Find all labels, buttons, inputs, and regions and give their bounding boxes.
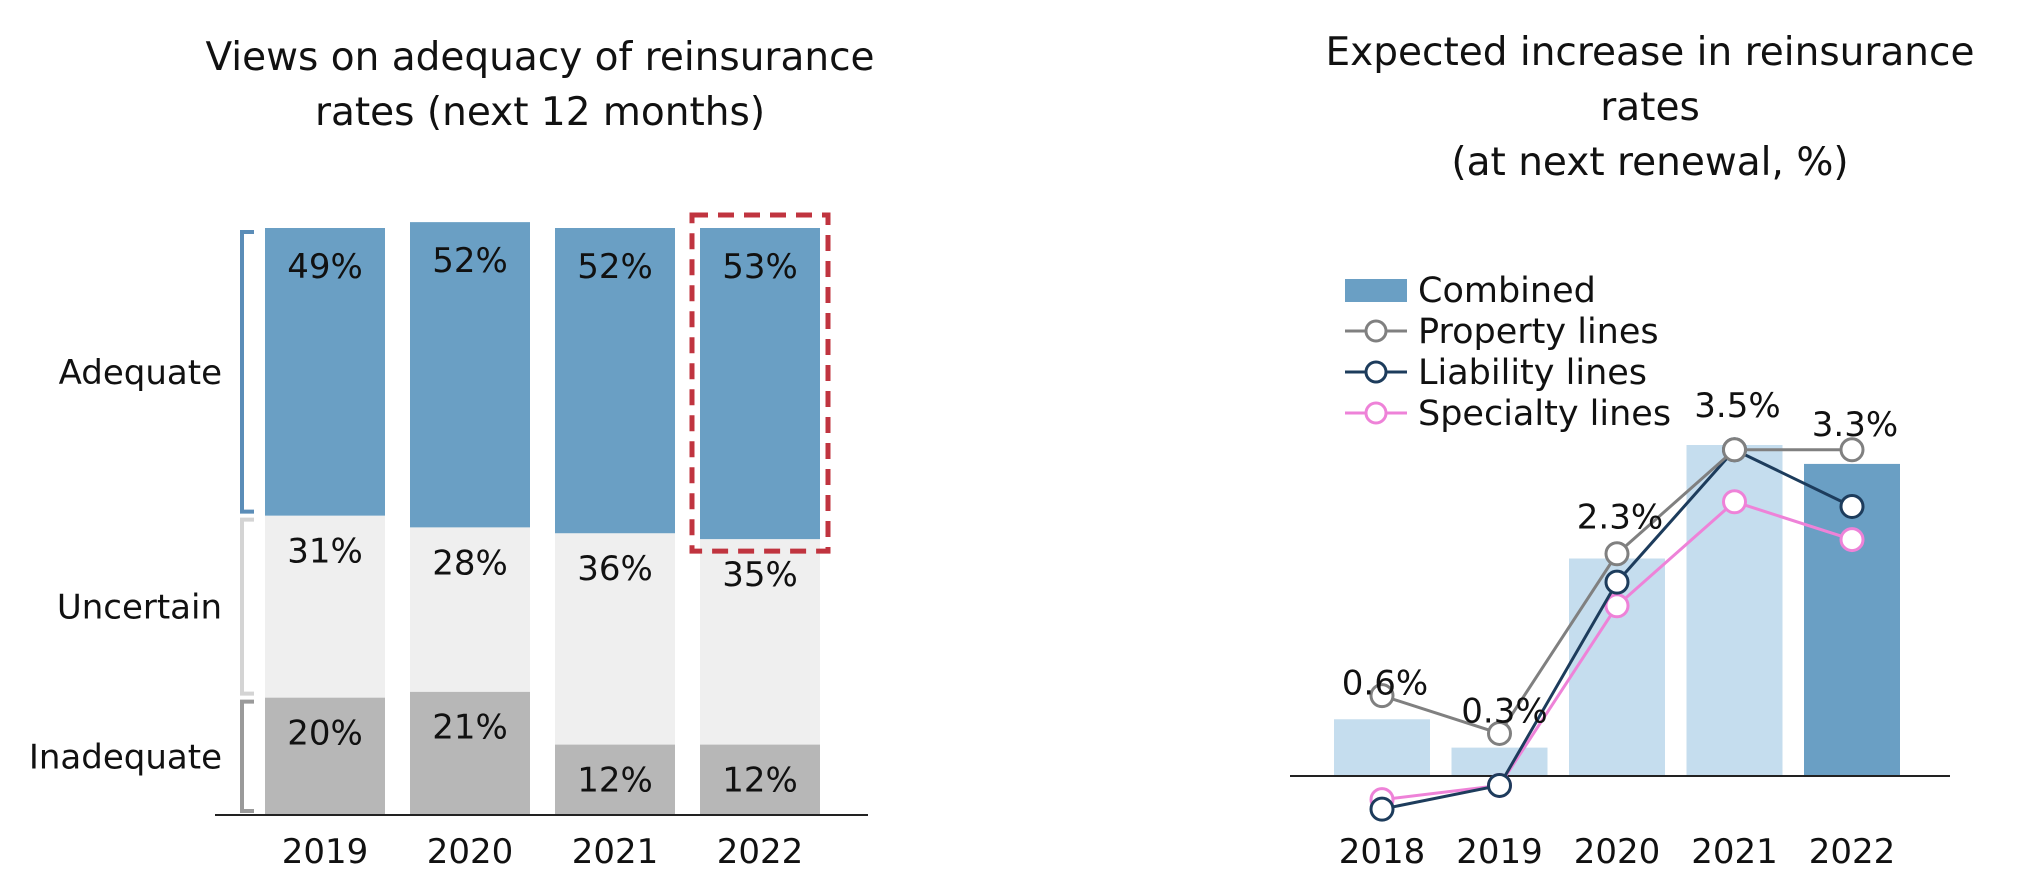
point-property-lines-2019	[1487, 720, 1512, 746]
category-label-adequate: Adequate	[59, 353, 222, 393]
category-label-inadequate: Inadequate	[29, 737, 222, 777]
x-tick-label-2021: 2021	[572, 832, 659, 870]
data-label-combined-2022: 3.3%	[1812, 405, 1898, 445]
x-tick-label-2022: 2022	[1809, 832, 1896, 870]
left-chart-title-line-2: rates (next 12 months)	[314, 90, 766, 135]
point-liability-lines-2018	[1369, 796, 1395, 822]
right-chart-title-line-2: (at next renewal, %)	[1451, 140, 1849, 185]
data-label-uncertain-2020: 28%	[432, 543, 508, 583]
data-label-uncertain-2022: 35%	[722, 555, 798, 595]
bar-inadequate-2022	[700, 744, 820, 815]
bar-adequate-2022	[700, 228, 820, 540]
point-liability-lines-2020	[1604, 569, 1630, 595]
point-specialty-lines-2022	[1839, 527, 1865, 553]
x-tick-label-2018: 2018	[1339, 832, 1426, 870]
bar-inadequate-2019	[265, 697, 385, 815]
category-label-uncertain: Uncertain	[57, 588, 222, 628]
data-label-combined-2020: 2.3%	[1577, 497, 1663, 537]
bar-adequate-2020	[410, 222, 530, 528]
bar-uncertain-2021	[555, 533, 675, 745]
data-label-combined-2018: 0.6%	[1342, 663, 1428, 703]
legend-label-property-lines: Property lines	[1418, 312, 1659, 352]
data-label-inadequate-2021: 12%	[577, 761, 653, 801]
bar-uncertain-2019	[265, 515, 385, 698]
legend-marker-liability-lines	[1364, 360, 1388, 384]
data-label-inadequate-2019: 20%	[287, 714, 363, 754]
point-property-lines-2022	[1839, 437, 1865, 463]
legend-marker-property-lines	[1364, 319, 1388, 343]
x-tick-label-2020: 2020	[427, 832, 514, 870]
bracket-uncertain	[240, 517, 254, 696]
data-label-adequate-2020: 52%	[432, 241, 508, 281]
point-specialty-lines-2021	[1722, 489, 1747, 515]
data-label-inadequate-2022: 12%	[722, 761, 798, 801]
x-tick-label-2022: 2022	[717, 832, 804, 870]
point-specialty-lines-2020	[1604, 593, 1630, 619]
legend-swatch-combined	[1345, 279, 1407, 302]
x-tick-label-2019: 2019	[282, 832, 369, 870]
highlight-box-2022	[689, 212, 831, 554]
bar-adequate-2021	[555, 228, 675, 534]
point-liability-lines-2019	[1487, 772, 1512, 798]
bracket-adequate	[240, 230, 254, 514]
bar-adequate-2019	[265, 228, 385, 516]
data-label-adequate-2022: 53%	[722, 247, 798, 287]
legend-marker-specialty-lines	[1364, 401, 1388, 425]
legend-label-liability-lines: Liability lines	[1418, 353, 1647, 393]
data-label-adequate-2021: 52%	[577, 247, 653, 287]
data-label-uncertain-2021: 36%	[577, 549, 653, 589]
data-label-uncertain-2019: 31%	[287, 532, 363, 572]
left-chart-title: Views on adequacy of reinsurance rates (…	[180, 30, 900, 140]
bar-combined-2018	[1334, 719, 1430, 776]
data-label-combined-2021: 3.5%	[1694, 386, 1780, 426]
right-chart-title: Expected increase in reinsurance rates (…	[1270, 25, 2030, 190]
x-tick-label-2021: 2021	[1691, 832, 1778, 870]
point-property-lines-2018	[1369, 683, 1395, 709]
left-chart-title-line-1: Views on adequacy of reinsurance	[205, 35, 875, 80]
bar-inadequate-2020	[410, 691, 530, 815]
bar-combined-2019	[1451, 747, 1548, 776]
data-label-inadequate-2020: 21%	[432, 708, 508, 748]
bracket-inadequate	[240, 699, 254, 813]
bar-uncertain-2020	[410, 527, 530, 692]
right-chart-title-line-1: Expected increase in reinsurance rates	[1325, 30, 1975, 130]
x-tick-label-2020: 2020	[1574, 832, 1661, 870]
point-liability-lines-2022	[1839, 493, 1865, 519]
point-property-lines-2020	[1604, 541, 1630, 567]
bar-uncertain-2022	[700, 539, 820, 745]
legend-label-combined: Combined	[1418, 271, 1596, 311]
data-label-combined-2019: 0.3%	[1461, 692, 1547, 732]
data-label-adequate-2019: 49%	[287, 247, 363, 287]
bar-inadequate-2021	[555, 744, 675, 815]
legend-label-specialty-lines: Specialty lines	[1418, 394, 1671, 434]
x-tick-label-2019: 2019	[1456, 832, 1543, 870]
point-property-lines-2021	[1722, 437, 1747, 463]
